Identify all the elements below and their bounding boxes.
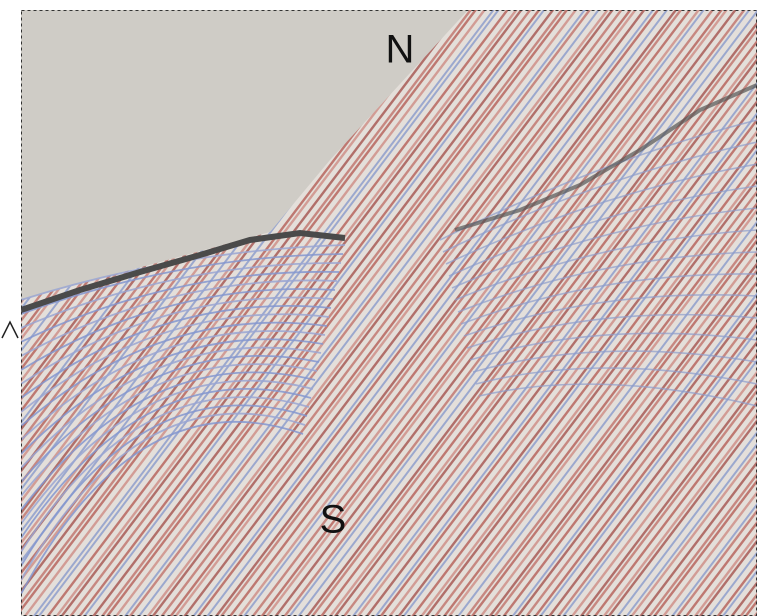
page: N S (() => { const data = JSON.parse(doc…: [0, 0, 757, 616]
south-label: S: [320, 498, 347, 542]
arrow-head: [2, 322, 18, 338]
field-line-image: N S: [0, 0, 757, 616]
north-label: N: [386, 28, 415, 72]
image-area: [0, 0, 757, 616]
